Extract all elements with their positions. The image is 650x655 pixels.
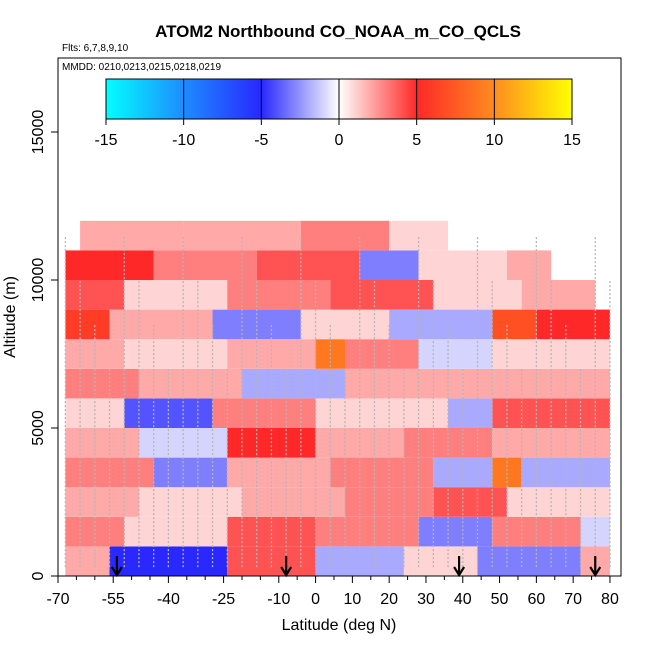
colorbar-tick-label: -10 xyxy=(172,132,195,149)
arrow-head xyxy=(110,566,123,578)
x-tick-label: 70 xyxy=(564,591,582,608)
heatmap-cell xyxy=(124,280,228,310)
heatmap-cell xyxy=(403,546,478,576)
arrow-head xyxy=(453,566,466,578)
heatmap-cell xyxy=(448,398,493,428)
heatmap-cells xyxy=(65,220,610,576)
heatmap-cell xyxy=(65,428,139,458)
heatmap-cell xyxy=(433,487,507,517)
arrow-head xyxy=(280,566,293,578)
heatmap-cell xyxy=(359,250,419,280)
x-tick-label: -25 xyxy=(212,591,235,608)
x-tick-label: 0 xyxy=(311,591,320,608)
colorbar: -15 -10 -5 0 5 10 15 xyxy=(94,78,581,149)
heatmap-cell xyxy=(330,280,434,310)
heatmap-cell xyxy=(109,309,213,340)
heatmap-cell xyxy=(241,487,346,517)
heatmap-cell xyxy=(65,280,125,310)
colorbar-tick-label: 10 xyxy=(485,132,503,149)
heatmap-cell xyxy=(345,339,419,369)
x-tick-label: 30 xyxy=(417,591,435,608)
colorbar-tick-label: -15 xyxy=(94,132,117,149)
heatmap-cell xyxy=(315,516,419,547)
heatmap-cell xyxy=(138,368,242,399)
colorbar-tick-label: -5 xyxy=(254,132,268,149)
heatmap-cell xyxy=(256,250,360,280)
colorbar-tick-label: 5 xyxy=(412,132,421,149)
heatmap-cell xyxy=(389,309,493,340)
y-axis: 0 5000 10000 15000 xyxy=(30,110,58,580)
heatmap-cell xyxy=(300,309,390,340)
heatmap-cell xyxy=(138,487,242,517)
x-axis-label: Latitude (deg N) xyxy=(282,617,397,634)
arrow-head xyxy=(589,566,602,578)
x-tick-label: 20 xyxy=(380,591,398,608)
heatmap-cell xyxy=(65,309,110,340)
chart-title: ATOM2 Northbound CO_NOAA_m_CO_QCLS xyxy=(155,22,521,41)
y-tick-label: 5000 xyxy=(30,410,47,446)
y-tick-label: 10000 xyxy=(30,258,47,303)
heatmap-cell xyxy=(212,398,316,428)
heatmap-cell xyxy=(65,368,139,399)
heatmap-cell xyxy=(153,250,257,280)
heatmap-cell xyxy=(300,220,390,251)
x-tick-label: 80 xyxy=(601,591,619,608)
heatmap-cell xyxy=(418,516,493,547)
x-axis: -70 -55 -40 -25 -10 0 10 20 30 40 50 60 70 80 xyxy=(46,576,619,608)
heatmap-cell xyxy=(477,546,581,576)
x-tick-label: -70 xyxy=(46,591,69,608)
x-tick-label: 50 xyxy=(491,591,509,608)
plot-frame xyxy=(57,57,622,577)
colorbar-tick-label: 15 xyxy=(563,132,581,149)
y-tick-label: 15000 xyxy=(30,110,47,155)
heatmap-cell xyxy=(241,368,346,399)
heatmap-cell xyxy=(315,398,449,428)
heatmap-cell xyxy=(153,457,228,488)
x-tick-label: 60 xyxy=(527,591,545,608)
profile-arrows xyxy=(110,556,602,578)
flights-note: Flts: 6,7,8,9,10 xyxy=(62,43,129,54)
heatmap-cell xyxy=(492,309,537,340)
heatmap-cell xyxy=(506,250,552,280)
heatmap-cell xyxy=(418,250,507,280)
x-tick-label: -10 xyxy=(267,591,290,608)
heatmap-cell xyxy=(65,250,154,280)
colorbar-tick-label: 0 xyxy=(335,132,344,149)
heatmap-cell xyxy=(124,339,228,369)
x-tick-label: -55 xyxy=(102,591,125,608)
x-tick-label: -40 xyxy=(157,591,180,608)
heatmap-cell xyxy=(536,309,610,340)
y-tick-label: 0 xyxy=(30,571,47,580)
heatmap-cell xyxy=(227,457,331,488)
y-axis-label: Altitude (m) xyxy=(2,276,19,358)
x-tick-label: 40 xyxy=(454,591,472,608)
heatmap-cell xyxy=(227,280,331,310)
heatmap-cell xyxy=(506,487,610,517)
heatmap-cell xyxy=(418,339,493,369)
flight-profiles xyxy=(64,235,611,568)
heatmap-cell xyxy=(65,487,139,517)
heatmap-cell xyxy=(330,457,434,488)
heatmap-cell xyxy=(65,546,110,576)
heatmap-cell xyxy=(80,220,184,251)
heatmap-cell xyxy=(521,280,596,310)
dates-note: MMDD: 0210,0213,0215,0218,0219 xyxy=(62,62,221,73)
x-tick-label: 10 xyxy=(343,591,361,608)
heatmap-cell xyxy=(124,516,228,547)
